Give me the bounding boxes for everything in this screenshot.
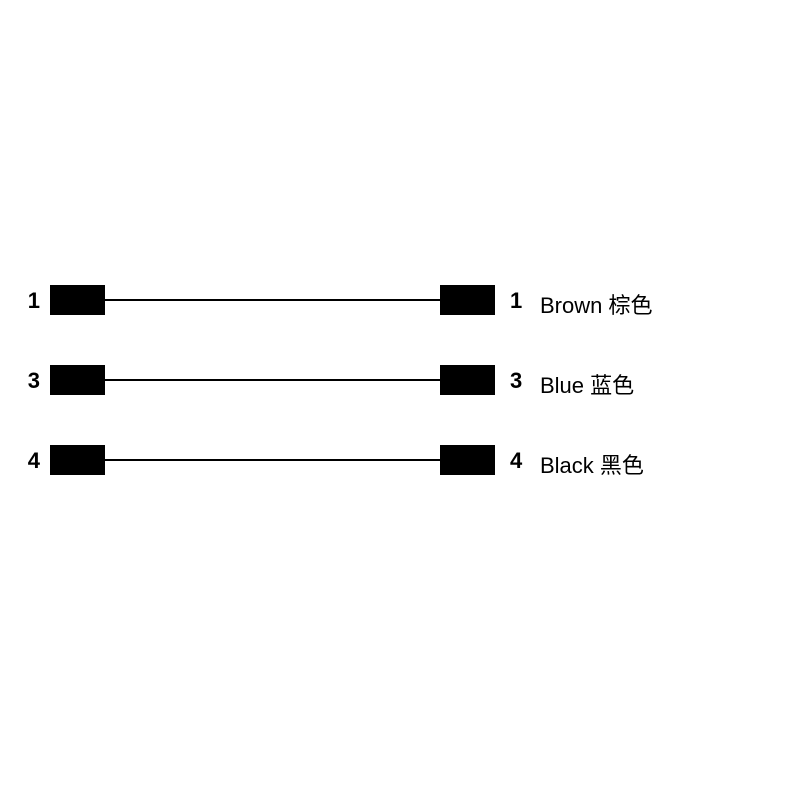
- terminal-right: [440, 285, 495, 315]
- wiring-diagram: 1 1 Brown 棕色 3 3 Blue 蓝色 4 4 Black 黑色: [0, 0, 800, 800]
- pin-number-right: 3: [510, 368, 522, 394]
- wire-line: [105, 459, 440, 461]
- pin-number-right: 4: [510, 448, 522, 474]
- wire-line: [105, 379, 440, 381]
- wire-color-zh: 蓝色: [590, 373, 634, 398]
- wire-color-en: Brown: [540, 293, 602, 318]
- terminal-left: [50, 365, 105, 395]
- terminal-left: [50, 285, 105, 315]
- wire-color-en: Black: [540, 453, 594, 478]
- wire-color-label: Brown 棕色: [540, 288, 653, 320]
- wire-color-zh: 黑色: [600, 453, 644, 478]
- terminal-right: [440, 365, 495, 395]
- wire-line: [105, 299, 440, 301]
- pin-number-left: 1: [10, 288, 40, 314]
- wire-color-label: Black 黑色: [540, 448, 644, 480]
- pin-number-left: 4: [10, 448, 40, 474]
- pin-number-left: 3: [10, 368, 40, 394]
- wire-color-zh: 棕色: [608, 293, 652, 318]
- wire-color-en: Blue: [540, 373, 584, 398]
- wire-row: 1 1 Brown 棕色: [0, 280, 800, 320]
- terminal-left: [50, 445, 105, 475]
- wire-color-label: Blue 蓝色: [540, 368, 634, 400]
- wire-row: 4 4 Black 黑色: [0, 440, 800, 480]
- terminal-right: [440, 445, 495, 475]
- pin-number-right: 1: [510, 288, 522, 314]
- wire-row: 3 3 Blue 蓝色: [0, 360, 800, 400]
